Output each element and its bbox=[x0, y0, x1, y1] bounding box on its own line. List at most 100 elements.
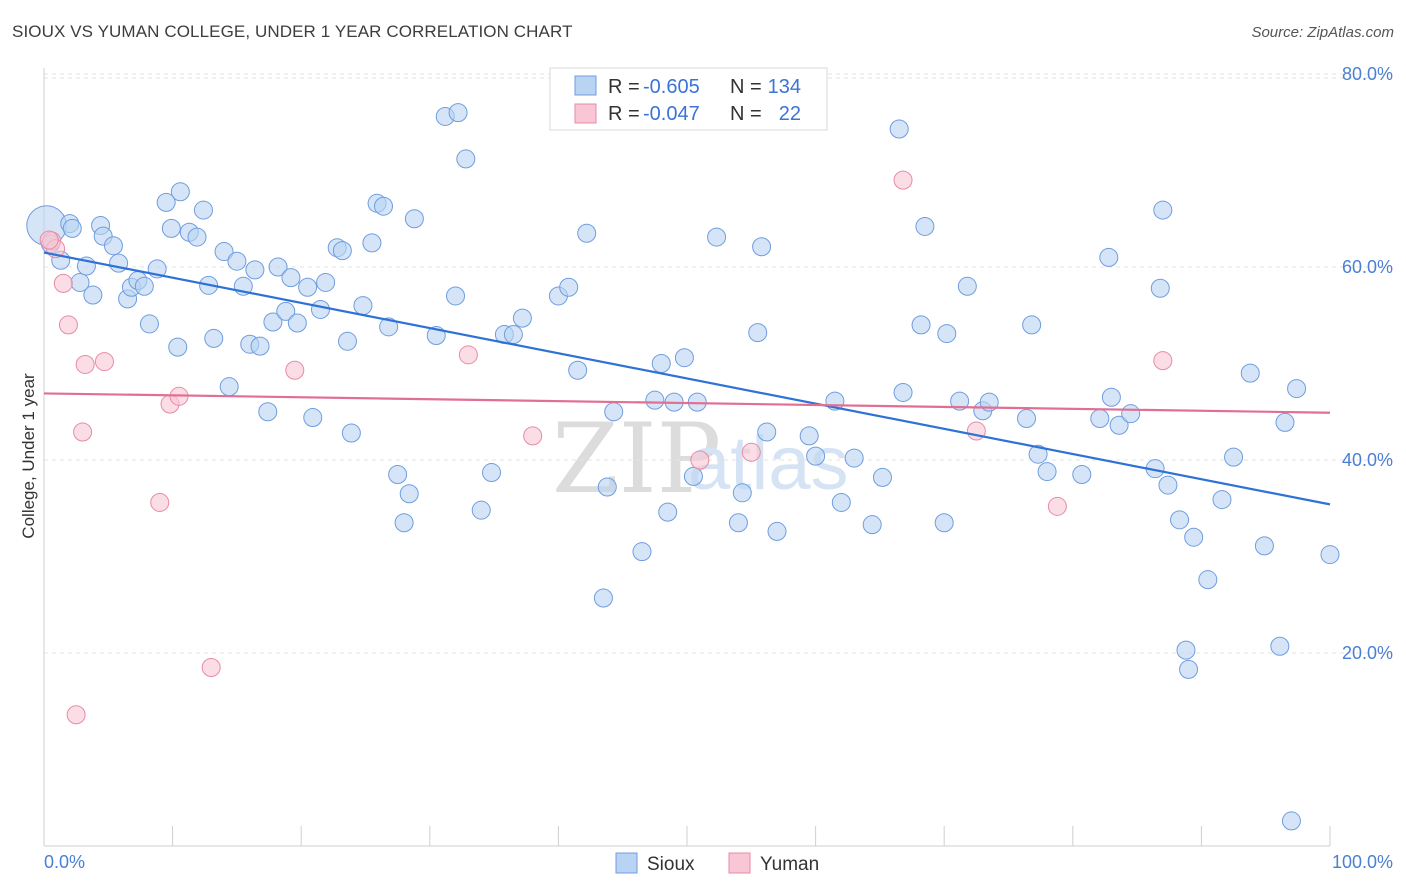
sioux-point-49 bbox=[362, 233, 382, 253]
legend-n-label-sioux: N = bbox=[730, 76, 762, 98]
sioux-point-95 bbox=[872, 467, 892, 487]
sioux-point-75 bbox=[645, 390, 665, 410]
sioux-trend-line bbox=[43, 251, 1331, 506]
sioux-point-63 bbox=[482, 463, 502, 483]
sioux-point-23 bbox=[187, 227, 207, 247]
sioux-point-34 bbox=[258, 402, 278, 422]
sioux-point-103 bbox=[957, 276, 977, 296]
yuman-point-14 bbox=[523, 426, 543, 446]
yuman-point-5 bbox=[73, 422, 93, 442]
sioux-point-66 bbox=[512, 308, 532, 328]
sioux-point-129 bbox=[1270, 636, 1290, 656]
sioux-point-55 bbox=[399, 484, 419, 504]
sioux-point-52 bbox=[379, 317, 399, 337]
legend-n-label-yuman: N = bbox=[730, 103, 762, 125]
legend-n-value-yuman: 22 bbox=[779, 103, 801, 125]
sioux-point-128 bbox=[1254, 536, 1274, 556]
yuman-point-21 bbox=[39, 230, 59, 250]
y-axis-label: College, Under 1 year bbox=[19, 373, 38, 539]
legend-r-label-yuman: R = bbox=[608, 103, 640, 125]
sioux-point-51 bbox=[374, 196, 394, 216]
sioux-point-108 bbox=[1028, 444, 1048, 464]
yuman-point-11 bbox=[201, 657, 221, 677]
sioux-point-117 bbox=[1150, 278, 1170, 298]
sioux-point-87 bbox=[757, 422, 777, 442]
sioux-point-127 bbox=[1240, 363, 1260, 383]
sioux-point-73 bbox=[604, 402, 624, 422]
sioux-point-92 bbox=[831, 492, 851, 512]
yuman-point-16 bbox=[741, 442, 761, 462]
sioux-point-26 bbox=[204, 328, 224, 348]
yuman-point-6 bbox=[75, 354, 95, 374]
sioux-point-59 bbox=[446, 286, 466, 306]
sioux-point-62 bbox=[471, 500, 491, 520]
bottom-legend-label-sioux: Sioux bbox=[647, 854, 695, 875]
sioux-point-126 bbox=[1224, 447, 1244, 467]
sioux-point-7 bbox=[83, 285, 103, 305]
legend-swatch-sioux bbox=[574, 75, 597, 96]
sioux-point-101 bbox=[937, 324, 957, 344]
yuman-point-4 bbox=[66, 705, 86, 725]
sioux-point-121 bbox=[1176, 640, 1196, 660]
sioux-point-120 bbox=[1170, 510, 1190, 530]
sioux-point-77 bbox=[658, 502, 678, 522]
bottom-legend: Sioux Yuman bbox=[615, 852, 819, 875]
sioux-point-36 bbox=[268, 257, 288, 277]
sioux-point-115 bbox=[1121, 404, 1141, 424]
yuman-point-12 bbox=[285, 360, 305, 380]
sioux-point-133 bbox=[1320, 545, 1340, 565]
sioux-point-54 bbox=[394, 513, 414, 533]
sioux-point-56 bbox=[404, 209, 424, 229]
sioux-point-84 bbox=[732, 483, 752, 503]
gridlines bbox=[44, 73, 1393, 654]
sioux-point-125 bbox=[1212, 490, 1232, 510]
sioux-point-131 bbox=[1281, 811, 1301, 831]
yuman-point-20 bbox=[1153, 351, 1173, 371]
sioux-point-98 bbox=[911, 315, 931, 335]
sioux-point-85 bbox=[748, 323, 768, 343]
legend: R = -0.605 N = 134 R = -0.047 N = 22 bbox=[549, 67, 828, 131]
sioux-point-122 bbox=[1179, 659, 1199, 679]
sioux-point-46 bbox=[337, 331, 357, 351]
bottom-legend-swatch-sioux bbox=[615, 852, 638, 874]
yuman-point-8 bbox=[150, 492, 170, 512]
legend-r-value-yuman: -0.047 bbox=[643, 103, 700, 125]
sioux-point-80 bbox=[683, 466, 703, 486]
sioux-point-38 bbox=[281, 268, 301, 288]
sioux-point-10 bbox=[103, 236, 123, 256]
sioux-point-111 bbox=[1090, 409, 1110, 429]
sioux-point-40 bbox=[298, 277, 318, 297]
sioux-point-124 bbox=[1198, 570, 1218, 590]
sioux-point-18 bbox=[156, 192, 176, 212]
legend-swatch-yuman bbox=[574, 103, 597, 124]
yuman-point-17 bbox=[893, 170, 913, 190]
yuman-point-13 bbox=[458, 345, 478, 365]
sioux-point-113 bbox=[1101, 387, 1121, 407]
sioux-point-106 bbox=[1017, 409, 1037, 429]
sioux-point-110 bbox=[1072, 464, 1092, 484]
yuman-point-15 bbox=[690, 450, 710, 470]
chart-title: SIOUX VS YUMAN COLLEGE, UNDER 1 YEAR COR… bbox=[12, 22, 573, 41]
sioux-point-86 bbox=[752, 237, 772, 257]
sioux-point-114 bbox=[1109, 415, 1129, 435]
sioux-point-15 bbox=[134, 276, 154, 296]
sioux-point-94 bbox=[862, 515, 882, 535]
sioux-point-33 bbox=[250, 336, 270, 356]
sioux-point-123 bbox=[1184, 527, 1204, 547]
sioux-point-102 bbox=[950, 391, 970, 411]
sioux-point-32 bbox=[245, 260, 265, 280]
sioux-point-4 bbox=[62, 218, 82, 238]
sioux-point-37 bbox=[276, 301, 296, 321]
sioux-point-16 bbox=[139, 314, 159, 334]
sioux-point-112 bbox=[1099, 247, 1119, 267]
yuman-points bbox=[39, 170, 1173, 725]
sioux-point-107 bbox=[1022, 315, 1042, 335]
sioux-point-74 bbox=[632, 542, 652, 562]
sioux-point-61 bbox=[456, 149, 476, 169]
yuman-point-3 bbox=[58, 315, 78, 335]
sioux-point-20 bbox=[168, 337, 188, 357]
sioux-point-97 bbox=[893, 382, 913, 402]
y-tick-label-60: 60.0% bbox=[1342, 257, 1393, 277]
sioux-point-130 bbox=[1275, 412, 1295, 432]
x-tick-label-0: 0.0% bbox=[44, 852, 85, 872]
